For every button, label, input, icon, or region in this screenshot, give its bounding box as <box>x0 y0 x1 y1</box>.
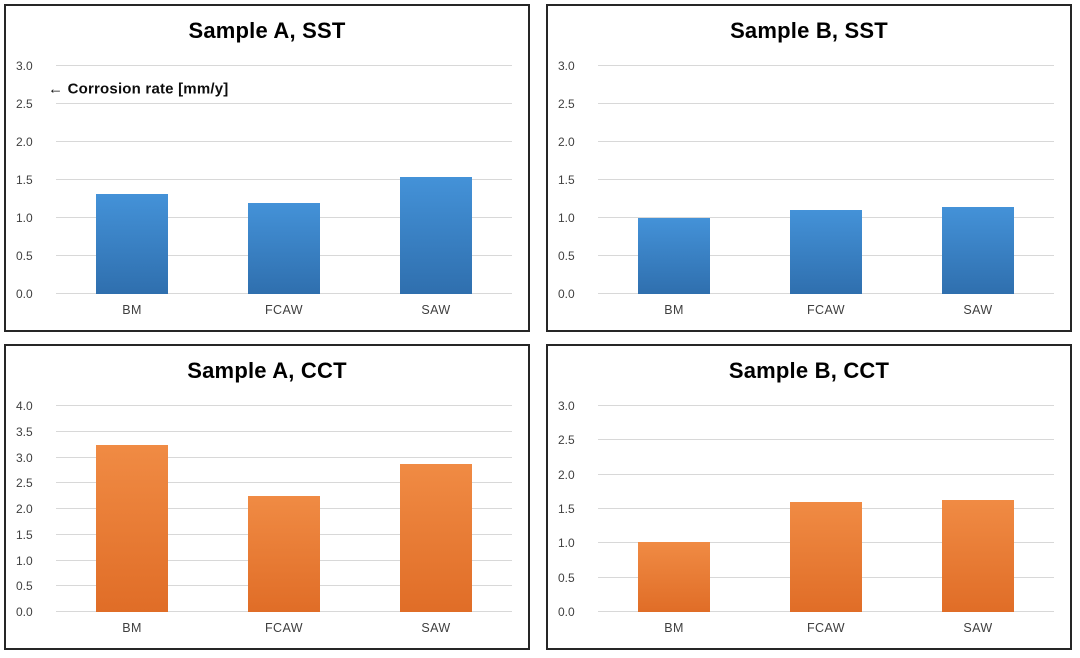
y-tick-label: 2.5 <box>16 97 33 111</box>
y-tick-label: 3.0 <box>558 59 575 73</box>
bar-saw <box>399 176 473 294</box>
gridline <box>56 65 512 66</box>
y-tick-label: 2.5 <box>558 433 575 448</box>
chart-title: Sample A, CCT <box>187 358 347 383</box>
y-tick-label: 0.5 <box>16 249 33 264</box>
y-tick-label: 1.5 <box>558 502 575 516</box>
y-tick-label: 1.0 <box>16 553 33 568</box>
y-tick-label: 0.0 <box>16 605 33 619</box>
x-tick-label-bm: BM <box>664 303 684 317</box>
gridline <box>56 456 512 458</box>
y-tick-label: 1.5 <box>16 173 33 187</box>
gridline <box>56 141 512 143</box>
x-tick-label-fcaw: FCAW <box>265 621 303 635</box>
y-axis-annotation: ← Corrosion rate [mm/y] <box>48 80 229 98</box>
x-tick-label-fcaw: FCAW <box>265 303 303 317</box>
x-tick-label-saw: SAW <box>963 303 993 317</box>
x-tick-label-fcaw: FCAW <box>807 621 845 635</box>
chart-panel-sample-a-cct: Sample A, CCT BM FCAW SAW 0.0 0.5 1.0 1.5 2.0 2… <box>4 344 530 650</box>
chart-panel-sample-a-sst: Sample A, SST ← Corrosion rate [mm/y] BM… <box>4 4 530 332</box>
plot-area: BM FCAW SAW <box>598 405 1054 635</box>
gridline <box>56 430 512 432</box>
gridline <box>598 405 1054 406</box>
gridline <box>598 473 1054 475</box>
x-tick-label-bm: BM <box>122 303 142 317</box>
x-tick-label-saw: SAW <box>963 621 993 635</box>
y-tick-label: 1.0 <box>558 536 575 551</box>
bar-bm <box>95 194 169 294</box>
y-tick-label: 4.0 <box>16 399 33 413</box>
y-tick-label: 2.0 <box>558 135 575 150</box>
y-tick-label: 0.5 <box>16 579 33 594</box>
y-tick-label: 3.0 <box>16 450 33 465</box>
chart-panel-sample-b-sst: Sample B, SST BM FCAW SAW 0.0 0.5 1.0 1.5 2.0 2… <box>546 4 1072 332</box>
bar-saw <box>941 500 1015 612</box>
y-tick-label: 3.0 <box>558 399 575 413</box>
y-tick-label: 2.5 <box>558 97 575 111</box>
plot-area: ← Corrosion rate [mm/y] BM FCAW SAW <box>48 65 512 317</box>
chart-body: BM FCAW SAW 0.0 0.5 1.0 1.5 2.0 2.5 3.0 <box>548 400 1054 635</box>
x-tick-label-bm: BM <box>664 621 684 635</box>
y-tick-label: 2.0 <box>16 135 33 150</box>
y-tick-label: 3.0 <box>16 59 33 73</box>
chart-body: BM FCAW SAW 0.0 0.5 1.0 1.5 2.0 2.5 3.0 <box>548 60 1054 317</box>
bar-fcaw <box>247 202 321 294</box>
gridline <box>598 179 1054 180</box>
y-tick-label: 0.0 <box>558 287 575 301</box>
plot-area: BM FCAW SAW <box>56 405 512 635</box>
y-tick-label: 1.0 <box>558 211 575 226</box>
y-tick-label: 3.5 <box>16 424 33 439</box>
gridline <box>56 405 512 406</box>
y-tick-label: 0.0 <box>16 287 33 301</box>
gridline <box>56 103 512 104</box>
chart-body: BM FCAW SAW 0.0 0.5 1.0 1.5 2.0 2.5 3.0 3.5 4.0 <box>6 400 512 635</box>
chart-title: Sample A, SST <box>188 18 346 43</box>
gridline <box>598 103 1054 104</box>
bar-saw <box>941 207 1015 294</box>
y-tick-label: 1.5 <box>558 173 575 187</box>
bar-bm <box>95 445 169 612</box>
x-tick-label-saw: SAW <box>421 303 451 317</box>
x-tick-label-bm: BM <box>122 621 142 635</box>
gridline <box>598 65 1054 66</box>
bar-saw <box>399 463 473 612</box>
y-tick-label: 2.0 <box>558 467 575 482</box>
bar-bm <box>637 541 711 612</box>
chart-title: Sample B, SST <box>730 18 888 43</box>
x-tick-label-fcaw: FCAW <box>807 303 845 317</box>
bar-fcaw <box>789 210 863 294</box>
y-tick-label: 2.5 <box>16 476 33 491</box>
bar-fcaw <box>247 495 321 612</box>
gridline <box>598 439 1054 441</box>
bar-fcaw <box>789 502 863 612</box>
y-tick-label: 1.0 <box>16 211 33 226</box>
x-tick-label-saw: SAW <box>421 621 451 635</box>
gridline <box>56 482 512 484</box>
y-tick-label: 0.5 <box>558 249 575 264</box>
y-tick-label: 2.0 <box>16 502 33 516</box>
y-tick-label: 0.5 <box>558 570 575 585</box>
chart-panel-sample-b-cct: Sample B, CCT BM FCAW SAW 0.0 0.5 1.0 1.5 2.0 2… <box>546 344 1072 650</box>
chart-body: ← Corrosion rate [mm/y] BM FCAW SAW 0.0 0.5… <box>6 60 512 317</box>
gridline <box>598 141 1054 143</box>
y-tick-label: 0.0 <box>558 605 575 619</box>
chart-title: Sample B, CCT <box>728 358 890 383</box>
bar-bm <box>637 218 711 294</box>
plot-area: BM FCAW SAW <box>598 65 1054 317</box>
y-tick-label: 1.5 <box>16 527 33 542</box>
gridline <box>56 179 512 180</box>
